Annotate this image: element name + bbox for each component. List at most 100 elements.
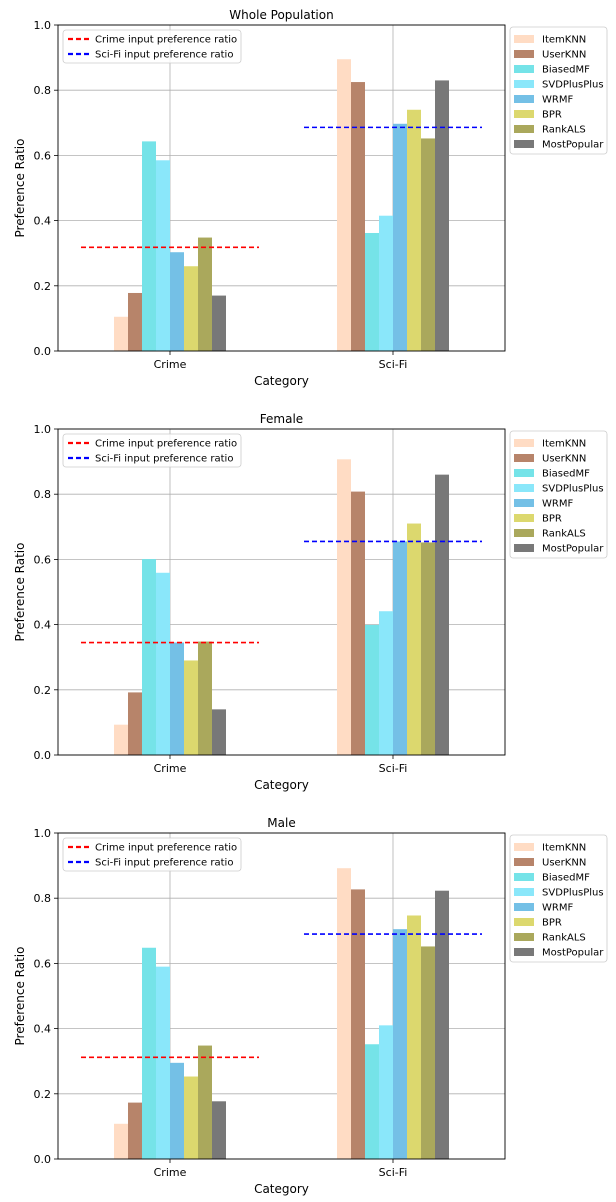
bar-RankALS-Sci-Fi bbox=[421, 946, 435, 1159]
y-tick-label: 0.6 bbox=[34, 957, 52, 970]
bar-SVDPlusPlus-Sci-Fi bbox=[379, 611, 393, 755]
bar-UserKNN-Sci-Fi bbox=[351, 491, 365, 755]
y-tick-label: 0.0 bbox=[34, 749, 52, 762]
bar-WRMF-Sci-Fi bbox=[393, 541, 407, 755]
legend-label-RankALS: RankALS bbox=[542, 933, 586, 944]
legend-line-label: Crime input preference ratio bbox=[95, 843, 237, 854]
bar-MostPopular-Crime bbox=[212, 295, 226, 351]
y-tick-label: 0.6 bbox=[34, 553, 52, 566]
bar-ItemKNN-Sci-Fi bbox=[337, 59, 351, 351]
legend-label-BiasedMF: BiasedMF bbox=[542, 873, 590, 884]
legend-label-BiasedMF: BiasedMF bbox=[542, 469, 590, 480]
legend-label-ItemKNN: ItemKNN bbox=[542, 439, 586, 450]
legend-label-BPR: BPR bbox=[542, 110, 562, 121]
legend-box bbox=[62, 433, 242, 468]
y-tick-label: 1.0 bbox=[34, 423, 52, 436]
bar-ItemKNN-Sci-Fi bbox=[337, 868, 351, 1159]
legend-swatch-BiasedMF bbox=[514, 65, 534, 73]
bar-RankALS-Crime bbox=[198, 641, 212, 755]
bar-RankALS-Sci-Fi bbox=[421, 138, 435, 351]
axes-frame bbox=[57, 428, 506, 756]
bar-WRMF-Crime bbox=[170, 252, 184, 351]
x-tick-label: Sci-Fi bbox=[379, 762, 408, 775]
legend-swatch-MostPopular bbox=[514, 948, 534, 956]
bar-WRMF-Crime bbox=[170, 642, 184, 755]
legend-label-UserKNN: UserKNN bbox=[542, 454, 586, 465]
bar-BiasedMF-Sci-Fi bbox=[365, 232, 379, 351]
legend-swatch-RankALS bbox=[514, 125, 534, 133]
legend-swatch-BiasedMF bbox=[514, 469, 534, 477]
legend-line-label: Sci-Fi input preference ratio bbox=[95, 50, 233, 61]
legend-reference-lines: Crime input preference ratio Sci-Fi input… bbox=[62, 433, 242, 468]
y-tick-label: 0.0 bbox=[34, 345, 52, 358]
legend-label-MostPopular: MostPopular bbox=[542, 140, 604, 151]
legend-swatch-WRMF bbox=[514, 903, 534, 911]
legend-series: ItemKNN UserKNN BiasedMF SVDPlusPlus WRMF BPR… bbox=[509, 26, 608, 155]
chart-title: Female bbox=[260, 412, 303, 426]
axes-frame bbox=[57, 832, 506, 1160]
chart-title: Male bbox=[267, 816, 295, 830]
x-axis-label: Category bbox=[254, 778, 309, 792]
legend-swatch-SVDPlusPlus bbox=[514, 484, 534, 492]
legend-label-WRMF: WRMF bbox=[542, 903, 573, 914]
legend-swatch-SVDPlusPlus bbox=[514, 888, 534, 896]
legend-swatch-UserKNN bbox=[514, 454, 534, 462]
bar-BPR-Sci-Fi bbox=[407, 109, 421, 351]
bar-ItemKNN-Crime bbox=[114, 1123, 128, 1159]
bar-BiasedMF-Sci-Fi bbox=[365, 1044, 379, 1159]
bar-UserKNN-Crime bbox=[128, 292, 142, 351]
legend-label-SVDPlusPlus: SVDPlusPlus bbox=[542, 888, 604, 899]
legend-label-BPR: BPR bbox=[542, 514, 562, 525]
y-tick-label: 1.0 bbox=[34, 827, 52, 840]
legend-series: ItemKNN UserKNN BiasedMF SVDPlusPlus WRMF BPR… bbox=[509, 834, 608, 963]
bar-BiasedMF-Sci-Fi bbox=[365, 624, 379, 755]
legend-label-UserKNN: UserKNN bbox=[542, 858, 586, 869]
bar-SVDPlusPlus-Crime bbox=[156, 966, 170, 1159]
bar-SVDPlusPlus-Sci-Fi bbox=[379, 215, 393, 351]
legend-swatch-ItemKNN bbox=[514, 843, 534, 851]
legend-swatch-BiasedMF bbox=[514, 873, 534, 881]
y-axis-label: Preference Ratio bbox=[13, 947, 27, 1046]
x-tick-label: Sci-Fi bbox=[379, 1166, 408, 1179]
bar-ItemKNN-Crime bbox=[114, 724, 128, 755]
bar-WRMF-Crime bbox=[170, 1062, 184, 1159]
legend-swatch-ItemKNN bbox=[514, 439, 534, 447]
legend-label-ItemKNN: ItemKNN bbox=[542, 843, 586, 854]
bar-RankALS-Sci-Fi bbox=[421, 542, 435, 755]
chart-panel-3: Male 0.0 0.2 0.4 0.6 0.8 1.0 Crime Sci-Fi Categor… bbox=[13, 816, 608, 1196]
bar-UserKNN-Sci-Fi bbox=[351, 889, 365, 1159]
axes-frame bbox=[57, 24, 506, 352]
bar-BiasedMF-Crime bbox=[142, 559, 156, 755]
bar-MostPopular-Crime bbox=[212, 1101, 226, 1159]
bar-MostPopular-Sci-Fi bbox=[435, 80, 449, 352]
legend-label-SVDPlusPlus: SVDPlusPlus bbox=[542, 484, 604, 495]
y-axis-label: Preference Ratio bbox=[13, 139, 27, 238]
legend-line-label: Crime input preference ratio bbox=[95, 439, 237, 450]
y-tick-label: 0.6 bbox=[34, 149, 52, 162]
y-tick-label: 0.2 bbox=[34, 280, 52, 293]
y-axis-label: Preference Ratio bbox=[13, 543, 27, 642]
legend-label-MostPopular: MostPopular bbox=[542, 544, 604, 555]
legend-label-RankALS: RankALS bbox=[542, 529, 586, 540]
legend-box bbox=[509, 430, 608, 559]
legend-label-WRMF: WRMF bbox=[542, 499, 573, 510]
legend-label-BPR: BPR bbox=[542, 918, 562, 929]
legend-swatch-SVDPlusPlus bbox=[514, 80, 534, 88]
bar-BPR-Crime bbox=[184, 660, 198, 755]
x-tick-label: Crime bbox=[154, 1166, 187, 1179]
y-tick-label: 0.8 bbox=[34, 892, 52, 905]
bar-BPR-Sci-Fi bbox=[407, 523, 421, 755]
legend-line-label: Crime input preference ratio bbox=[95, 35, 237, 46]
legend-box bbox=[509, 834, 608, 963]
y-tick-label: 0.4 bbox=[34, 619, 52, 632]
bar-BPR-Crime bbox=[184, 266, 198, 351]
chart-panel-2: Female 0.0 0.2 0.4 0.6 0.8 1.0 Crime Sci-Fi Categ… bbox=[13, 412, 608, 792]
bar-WRMF-Sci-Fi bbox=[393, 929, 407, 1159]
legend-reference-lines: Crime input preference ratio Sci-Fi input… bbox=[62, 29, 242, 64]
bar-RankALS-Crime bbox=[198, 237, 212, 351]
bar-WRMF-Sci-Fi bbox=[393, 123, 407, 351]
bar-MostPopular-Crime bbox=[212, 709, 226, 755]
legend-swatch-WRMF bbox=[514, 499, 534, 507]
legend-swatch-MostPopular bbox=[514, 140, 534, 148]
bar-SVDPlusPlus-Sci-Fi bbox=[379, 1025, 393, 1159]
